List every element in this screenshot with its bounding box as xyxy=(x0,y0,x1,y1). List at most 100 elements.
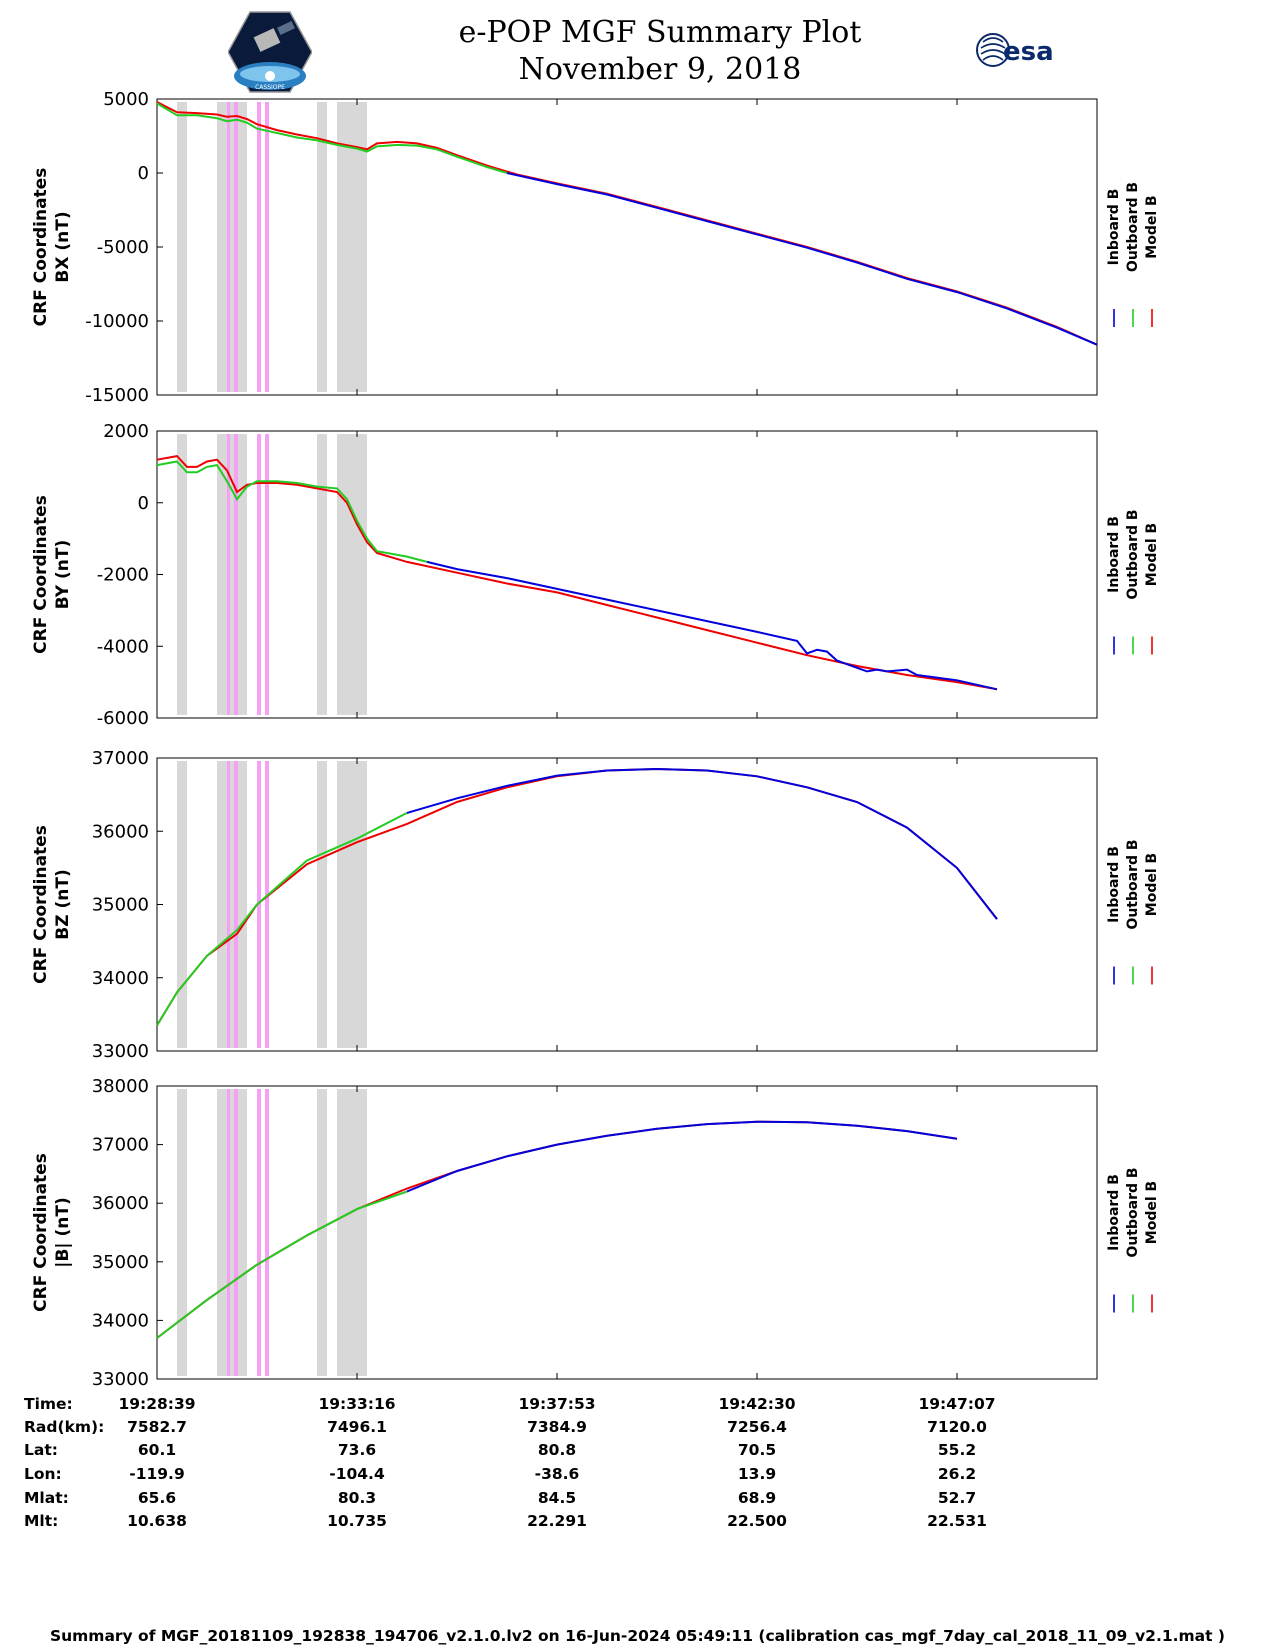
flag-band-1 xyxy=(234,761,238,1048)
flag-band-0 xyxy=(227,1089,230,1376)
y-tick-label: 36000 xyxy=(92,1193,149,1214)
y-tick-label: -15000 xyxy=(85,385,149,406)
esa-logo: esa xyxy=(976,33,1054,67)
logo-caption: CASSIOPE xyxy=(255,84,285,91)
data-gap-band-3 xyxy=(337,1089,367,1376)
legend-label: Inboard B xyxy=(1106,1174,1122,1251)
y-tick-label: -5000 xyxy=(97,237,149,258)
series-outboard-b-line xyxy=(156,812,408,1026)
info-value: 19:28:39 xyxy=(118,1395,196,1413)
info-value: 7120.0 xyxy=(927,1418,987,1436)
info-value: 7384.9 xyxy=(527,1418,587,1436)
data-gap-band-0 xyxy=(177,1089,187,1376)
legend-label: Outboard B xyxy=(1125,182,1141,272)
info-value: 7582.7 xyxy=(127,1418,187,1436)
legend-label: Outboard B xyxy=(1125,839,1141,929)
info-row-label: Mlt: xyxy=(24,1512,59,1530)
legend-label: Inboard B xyxy=(1106,189,1122,266)
info-value: 7256.4 xyxy=(727,1418,787,1436)
info-value: -119.9 xyxy=(129,1465,185,1483)
y-axis-label-line2: BY (nT) xyxy=(53,540,73,610)
legend-label: Outboard B xyxy=(1125,1167,1141,1257)
info-value: 10.638 xyxy=(127,1512,187,1530)
flag-band-1 xyxy=(234,1089,238,1376)
y-tick-label: 0 xyxy=(138,493,149,514)
series-outboard-b-line xyxy=(156,460,428,563)
footer-summary: Summary of MGF_20181109_192838_194706_v2… xyxy=(49,1627,1226,1645)
info-value: 7496.1 xyxy=(327,1418,387,1436)
info-value: 80.3 xyxy=(337,1489,377,1507)
panel-frame-2 xyxy=(156,757,1098,1052)
y-tick-label: 34000 xyxy=(92,1310,149,1331)
flag-band-3 xyxy=(265,102,269,392)
info-value: 65.6 xyxy=(137,1489,177,1507)
info-value: 10.735 xyxy=(327,1512,387,1530)
series-model-b-line xyxy=(156,767,998,1026)
series-inboard-b-line xyxy=(406,767,998,920)
y-axis-label: CRF Coordinates BY (nT) xyxy=(31,495,73,654)
y-axis-label-line1: CRF Coordinates xyxy=(31,168,51,327)
cassiope-logo: CASSIOPE xyxy=(228,11,312,93)
plot-date: November 9, 2018 xyxy=(518,52,802,87)
info-value: 70.5 xyxy=(737,1441,777,1459)
info-value: 19:37:53 xyxy=(518,1395,596,1413)
legend-label: Inboard B xyxy=(1106,516,1122,593)
info-value: 19:42:30 xyxy=(718,1395,796,1413)
info-row-label: Lat: xyxy=(24,1441,58,1459)
plot-title: e-POP MGF Summary Plot xyxy=(458,15,862,50)
info-value: 26.2 xyxy=(937,1465,977,1483)
info-value: -38.6 xyxy=(534,1465,580,1483)
legend-label: Model B xyxy=(1144,523,1160,586)
info-row-label: Rad(km): xyxy=(24,1418,105,1436)
data-gap-band-2 xyxy=(317,102,327,392)
data-gap-band-1 xyxy=(217,1089,247,1376)
panel-frame-1 xyxy=(156,430,1098,719)
panel-frame-0 xyxy=(156,98,1098,396)
info-value: 84.5 xyxy=(537,1489,577,1507)
series-model-b-line xyxy=(156,1120,958,1339)
y-tick-label: 37000 xyxy=(92,1135,149,1156)
info-value: 22.291 xyxy=(527,1512,587,1530)
info-value: 22.531 xyxy=(927,1512,987,1530)
data-gap-band-1 xyxy=(217,761,247,1048)
y-axis-label: CRF Coordinates BX (nT) xyxy=(31,168,73,327)
info-value: 13.9 xyxy=(737,1465,777,1483)
y-tick-label: 2000 xyxy=(103,421,149,442)
data-gap-band-2 xyxy=(317,434,327,715)
series-model-b-line xyxy=(156,455,998,691)
y-tick-label: 35000 xyxy=(92,895,149,916)
info-value: 22.500 xyxy=(727,1512,787,1530)
flag-band-2 xyxy=(257,1089,261,1376)
info-row-label: Time: xyxy=(24,1395,73,1413)
data-gap-band-1 xyxy=(217,102,247,392)
legend-label: Inboard B xyxy=(1106,846,1122,923)
flag-band-2 xyxy=(257,761,261,1048)
info-value: 52.7 xyxy=(937,1489,977,1507)
series-inboard-b-line xyxy=(406,1120,958,1193)
flag-band-3 xyxy=(265,1089,269,1376)
y-tick-label: 37000 xyxy=(92,748,149,769)
y-tick-label: 34000 xyxy=(92,968,149,989)
y-axis-label-line2: BZ (nT) xyxy=(53,869,73,939)
info-value: 19:47:07 xyxy=(918,1395,996,1413)
legend-label: Model B xyxy=(1144,853,1160,916)
flag-band-2 xyxy=(257,434,261,715)
y-axis-label-line2: |B| (nT) xyxy=(53,1197,73,1268)
data-gap-band-0 xyxy=(177,434,187,715)
data-gap-band-3 xyxy=(337,434,367,715)
y-tick-label: -10000 xyxy=(85,311,149,332)
y-axis-label-line1: CRF Coordinates xyxy=(31,825,51,984)
info-value: 55.2 xyxy=(937,1441,977,1459)
y-tick-label: -4000 xyxy=(97,636,149,657)
y-tick-label: -2000 xyxy=(97,565,149,586)
flag-band-3 xyxy=(265,434,269,715)
y-axis-label: CRF Coordinates BZ (nT) xyxy=(31,825,73,984)
info-value: 68.9 xyxy=(737,1489,777,1507)
info-value: -104.4 xyxy=(329,1465,385,1483)
esa-logo-text: esa xyxy=(1003,37,1054,67)
legend-label: Model B xyxy=(1144,195,1160,258)
flag-band-0 xyxy=(227,434,230,715)
info-row-label: Lon: xyxy=(24,1465,62,1483)
info-row-label: Mlat: xyxy=(24,1489,69,1507)
data-gap-band-0 xyxy=(177,102,187,392)
